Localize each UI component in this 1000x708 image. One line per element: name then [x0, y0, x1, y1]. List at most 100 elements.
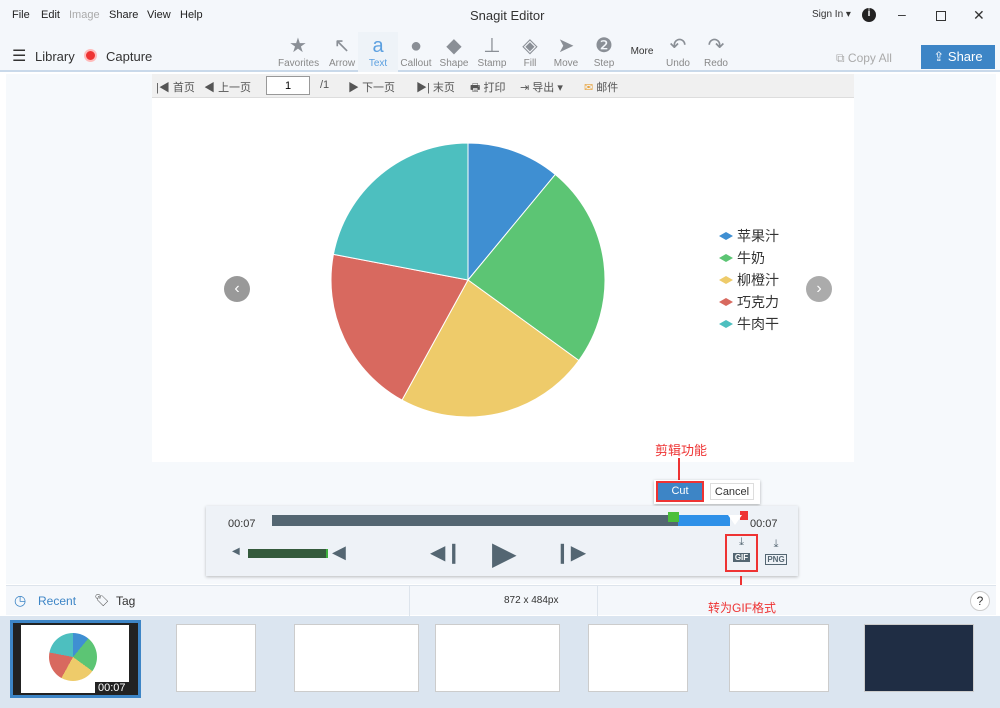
next-slide-button[interactable]: › — [806, 276, 832, 302]
more-icon — [622, 32, 662, 46]
share-button[interactable]: ⇪ Share — [921, 45, 995, 69]
cancel-button[interactable]: Cancel — [710, 483, 754, 500]
tool-text[interactable]: a Text — [358, 32, 398, 72]
window-title: Snagit Editor — [470, 8, 545, 23]
annotation-gif: 转为GIF格式 — [708, 601, 776, 615]
step-icon: ❷ — [595, 35, 613, 57]
tool-undo[interactable]: ↶ Undo — [658, 32, 698, 72]
capture-button[interactable]: Capture — [106, 49, 153, 64]
menu-edit[interactable]: Edit — [41, 9, 60, 21]
tool-arrow[interactable]: ↖ Arrow — [322, 32, 362, 72]
menu-icon[interactable]: ☰ — [12, 48, 27, 65]
image-dimensions: 872 x 484px — [504, 595, 559, 606]
end-time: 00:07 — [750, 518, 778, 530]
redo-icon: ↷ — [707, 35, 725, 57]
recent-tab[interactable]: Recent — [38, 594, 77, 608]
capture-icon[interactable] — [84, 49, 97, 62]
prev-page-button[interactable]: ◀ 上一页 — [204, 82, 252, 94]
playhead[interactable] — [728, 515, 742, 525]
selection-range[interactable] — [678, 515, 730, 526]
video-player: 00:07 00:07 ◀ ◀ ◀❙ ▶ ❙▶ ⤓ GIF ⤓ PNG — [206, 506, 798, 576]
tool-label: Redo — [704, 58, 728, 69]
tool-callout[interactable]: ● Callout — [396, 32, 436, 72]
last-page-button[interactable]: ▶| 末页 — [416, 82, 455, 94]
tool-stamp[interactable]: ⊥ Stamp — [472, 32, 512, 72]
tag-tab[interactable]: Tag — [116, 594, 136, 608]
tool-shape[interactable]: ◆ Shape — [434, 32, 474, 72]
tool-label: Undo — [666, 58, 690, 69]
annotation-arrow — [678, 458, 680, 482]
tool-label: More — [630, 46, 654, 57]
library-button[interactable]: Library — [35, 49, 75, 64]
page-input[interactable] — [266, 76, 310, 95]
sign-in-button[interactable]: Sign In ▾ — [812, 9, 851, 20]
menu-file[interactable]: File — [12, 9, 30, 21]
help-button[interactable]: ? — [970, 591, 990, 611]
copy-all-button[interactable]: ⧉ Copy All — [836, 51, 892, 65]
tool-label: Shape — [439, 58, 469, 69]
tray-thumbnail[interactable] — [294, 624, 419, 692]
end-handle[interactable] — [740, 511, 748, 520]
cut-button[interactable]: Cut — [656, 481, 704, 502]
shape-icon: ◆ — [446, 35, 462, 57]
menu-view[interactable]: View — [147, 9, 171, 21]
tray-thumbnail[interactable] — [435, 624, 560, 692]
legend-marker — [719, 320, 733, 328]
pie-slice-0[interactable] — [467, 142, 557, 282]
current-time: 00:07 — [228, 518, 256, 530]
minimize-button[interactable]: – — [898, 6, 906, 22]
start-handle[interactable] — [668, 512, 679, 522]
next-page-button[interactable]: ▶ 下一页 — [348, 82, 396, 94]
volume-slider[interactable] — [248, 549, 328, 558]
tool-favorites[interactable]: ★ Favorites — [278, 32, 320, 72]
prev-slide-button[interactable]: ‹ — [224, 276, 250, 302]
menu-share[interactable]: Share — [109, 9, 139, 21]
tag-icon: 🏷 — [94, 593, 110, 607]
save-gif-button[interactable]: ⤓ GIF — [725, 534, 758, 572]
tool-label: Stamp — [477, 58, 507, 69]
pie-slice-3[interactable] — [330, 253, 469, 401]
tray-thumbnail[interactable] — [588, 624, 688, 692]
print-button[interactable]: 🖶 打印 — [470, 82, 506, 94]
close-button[interactable]: ✕ — [973, 7, 985, 23]
menu-image[interactable]: Image — [69, 9, 100, 21]
tool-step[interactable]: ❷ Step — [584, 32, 624, 72]
tool-move[interactable]: ➤ Move — [546, 32, 586, 72]
play-button[interactable]: ▶ — [492, 535, 517, 571]
legend-label: 牛肉干 — [737, 316, 779, 332]
menu-bar: File Edit Image Share View Help Snagit E… — [0, 0, 1000, 32]
tool-redo[interactable]: ↷ Redo — [696, 32, 736, 72]
step-back-button[interactable]: ◀❙ — [430, 542, 463, 564]
tray-thumbnail[interactable] — [864, 624, 974, 692]
mail-button[interactable]: ✉ 邮件 — [584, 82, 619, 94]
export-button[interactable]: ⇥ 导出 ▾ — [520, 82, 563, 94]
tool-label: Favorites — [278, 58, 320, 69]
first-page-button[interactable]: |◀ 首页 — [156, 82, 195, 94]
divider — [409, 586, 410, 616]
step-forward-button[interactable]: ❙▶ — [554, 542, 587, 564]
clock-icon: ◷ — [14, 592, 27, 608]
download-icon: ⤓ — [773, 538, 779, 550]
tool-label: Fill — [523, 58, 537, 69]
maximize-button[interactable] — [936, 11, 946, 21]
pie-slice-1[interactable] — [467, 173, 606, 362]
volume-high-icon[interactable]: ◀ — [332, 542, 346, 562]
save-png-button[interactable]: ⤓ PNG — [764, 538, 788, 570]
tool-more[interactable]: More — [622, 32, 662, 72]
legend-marker — [719, 276, 733, 284]
page-total: /1 — [320, 79, 330, 91]
tray-thumbnail[interactable] — [176, 624, 256, 692]
star-icon: ★ — [289, 35, 307, 57]
tool-fill[interactable]: ◈ Fill — [510, 32, 550, 72]
menu-help[interactable]: Help — [180, 9, 203, 21]
video-duration: 00:07 — [95, 682, 129, 694]
pie-slice-4[interactable] — [332, 142, 469, 281]
pie-slice-2[interactable] — [401, 279, 580, 418]
info-icon[interactable]: i — [862, 8, 876, 22]
timeline-scrubber[interactable] — [272, 515, 678, 526]
legend-label: 柳橙汁 — [737, 272, 779, 288]
document-page: 苹果汁 牛奶 柳橙汁 巧克力 牛肉干 — [152, 74, 854, 462]
tray-thumbnail[interactable] — [729, 624, 829, 692]
tray-thumbnail-selected[interactable]: 00:07 — [10, 620, 141, 698]
